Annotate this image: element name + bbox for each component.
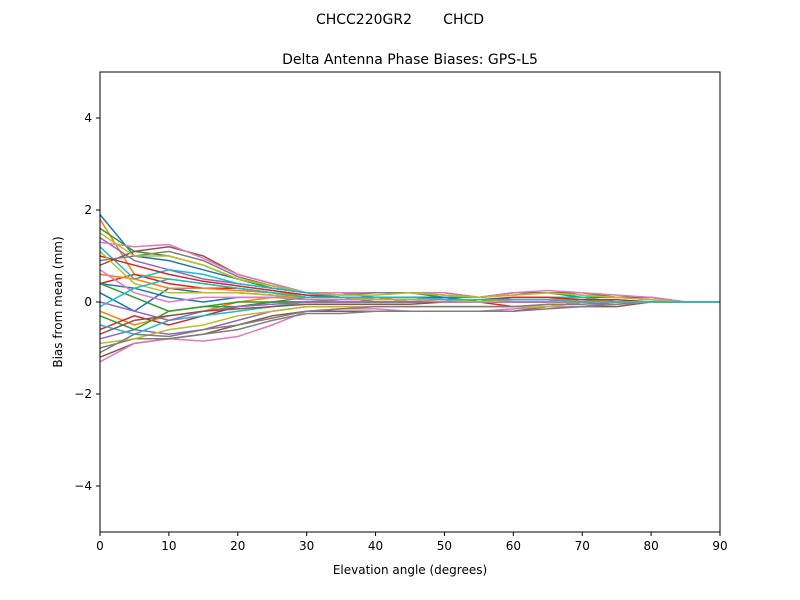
figure-suptitle: CHCC220GR2 CHCD — [316, 12, 484, 28]
series-line-s10 — [99, 246, 720, 303]
y-axis-ticks: −4 −2 0 2 4 — [74, 111, 100, 493]
series-line-s9 — [99, 232, 720, 303]
series-line-s30 — [99, 278, 720, 308]
series-line-s28 — [99, 301, 720, 354]
series-line-s16 — [99, 301, 720, 358]
x-tick-label: 90 — [712, 539, 727, 553]
x-tick-label: 10 — [161, 539, 176, 553]
x-tick-label: 50 — [437, 539, 452, 553]
x-axis-ticks: 0 10 20 30 40 50 60 70 80 90 — [96, 532, 728, 553]
series-line-s6 — [99, 246, 720, 303]
series-line-s2 — [99, 218, 720, 303]
x-axis-label: Elevation angle (degrees) — [333, 563, 487, 577]
y-axis-label: Bias from mean (mm) — [51, 236, 65, 367]
x-tick-label: 80 — [643, 539, 658, 553]
y-tick-label: 4 — [84, 111, 92, 125]
y-tick-label: −2 — [74, 387, 92, 401]
x-tick-label: 30 — [299, 539, 314, 553]
chart-title: Delta Antenna Phase Biases: GPS-L5 — [282, 52, 538, 68]
y-tick-label: 0 — [84, 295, 92, 309]
y-tick-label: 2 — [84, 203, 92, 217]
x-tick-label: 40 — [368, 539, 383, 553]
x-tick-label: 0 — [96, 539, 104, 553]
x-tick-label: 20 — [230, 539, 245, 553]
y-tick-label: −4 — [74, 479, 92, 493]
series-line-s18 — [99, 301, 720, 349]
series-lines — [99, 214, 720, 363]
x-tick-label: 70 — [575, 539, 590, 553]
x-tick-label: 60 — [506, 539, 521, 553]
